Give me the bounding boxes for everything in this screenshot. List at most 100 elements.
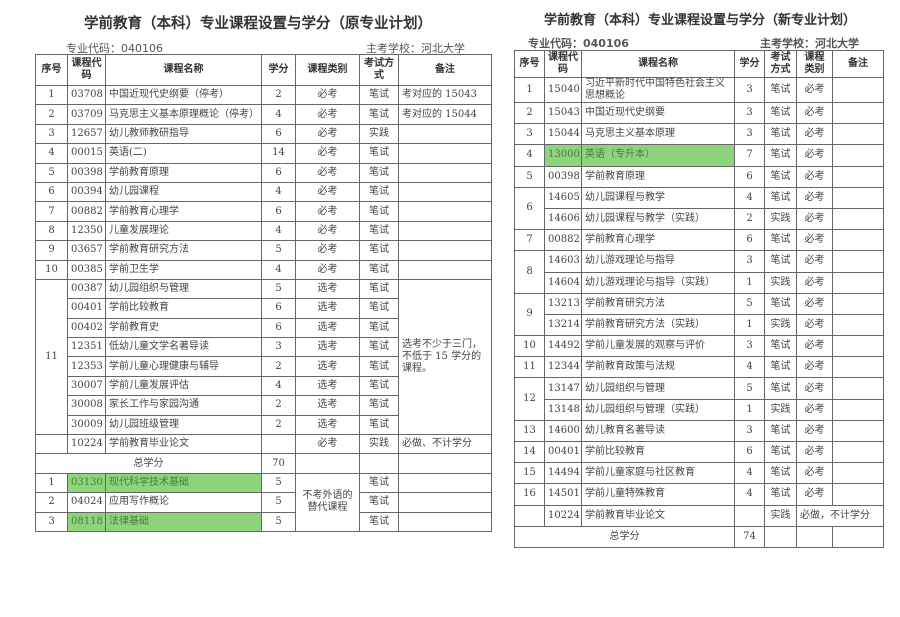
cell-code: 13000	[544, 144, 582, 167]
cell-name: 幼儿游戏理论与指导（实践）	[581, 271, 735, 294]
cell-exam: 笔试	[764, 186, 797, 209]
cell-exam: 实践	[359, 434, 399, 455]
cell-credit: 6	[261, 201, 296, 222]
cell-exam: 笔试	[359, 414, 399, 436]
right-title: 学前教育（本科）专业课程设置与学分（新专业计划）	[544, 13, 857, 28]
cell-seq: 15	[514, 462, 545, 485]
cell-seq: 5	[514, 165, 545, 188]
cell-code: 03657	[67, 240, 106, 261]
cell-note	[398, 143, 492, 164]
cell-credit: 2	[261, 395, 296, 416]
cell-credit	[261, 434, 296, 455]
cell-note	[832, 207, 884, 231]
cell-seq: 2	[35, 104, 68, 125]
cell-credit: 4	[261, 181, 296, 203]
cell-note	[832, 77, 884, 103]
cell-type: 必考	[796, 398, 833, 421]
cell-note	[832, 165, 884, 188]
cell-note	[398, 472, 492, 494]
total-row: 总学分 70	[35, 453, 492, 474]
table-row: 10224 学前教育毕业论文 实践 必做，不计学分	[514, 504, 884, 527]
cell-note	[832, 419, 884, 443]
cell-note	[832, 356, 884, 379]
cell-exam: 笔试	[359, 220, 399, 242]
column-header-note: 备注	[398, 54, 492, 86]
cell-note	[398, 492, 492, 513]
column-header-name: 课程名称	[581, 50, 735, 78]
cell-type: 选考	[295, 356, 360, 377]
cell-seq: 11	[35, 278, 68, 436]
cell-type: 选考	[295, 298, 360, 319]
cell-seq: 10	[514, 335, 545, 358]
cell-exam: 笔试	[359, 259, 399, 280]
cell-code: 13213	[544, 292, 582, 315]
table-row: 13214 学前教育研究方法（实践） 1 实践 必考	[515, 313, 884, 337]
cell-code: 13214	[544, 313, 582, 337]
column-header-type: 课程类别	[295, 54, 360, 86]
column-header-seq: 序号	[35, 54, 68, 86]
cell-exam: 笔试	[359, 492, 399, 513]
column-header-note: 备注	[832, 50, 884, 78]
cell-credit: 5	[261, 472, 296, 494]
cell-code: 00394	[67, 181, 106, 203]
cell-note	[832, 144, 884, 167]
table-row: 13148 幼儿园组织与管理（实践） 1 实践 必考	[515, 398, 884, 421]
cell-note	[832, 186, 884, 209]
cell-credit: 4	[261, 259, 296, 280]
table-row: 15 14494 学前儿童家庭与社区教育 4 笔试 必考	[514, 462, 884, 485]
cell-type: 必考	[796, 229, 833, 252]
table-row: 2 15043 中国近现代史纲要 3 笔试 必考	[514, 101, 884, 125]
cell-note	[832, 525, 884, 548]
cell-code: 30008	[67, 395, 106, 416]
cell-credit: 2	[261, 414, 296, 436]
cell-code: 15044	[544, 123, 582, 146]
table-row: 2 03709 马克思主义基本原理概论（停考） 4 必考 笔试 考对应的 15044	[35, 104, 492, 125]
cell-code: 08118	[67, 511, 106, 532]
cell-name: 幼儿园组织与管理（实践）	[581, 398, 735, 421]
cell-type: 必考	[796, 335, 833, 358]
cell-seq: 3	[35, 511, 68, 532]
cell-credit: 4	[734, 462, 765, 485]
cell-exam: 笔试	[359, 181, 399, 203]
cell-credit: 6	[261, 317, 296, 339]
cell-code: 00402	[67, 317, 106, 339]
cell-note	[398, 162, 492, 183]
cell-type: 选考	[295, 337, 360, 358]
cell-exam: 笔试	[764, 377, 797, 400]
cell-exam: 笔试	[359, 201, 399, 222]
cell-credit: 3	[734, 123, 765, 146]
table-row: 12 13147 幼儿园组织与管理 5 笔试 必考	[514, 377, 884, 421]
cell-credit: 6	[734, 165, 765, 188]
cell-note	[832, 271, 884, 294]
cell-exam: 笔试	[359, 317, 399, 339]
cell-name: 学前儿童家庭与社区教育	[581, 462, 735, 485]
cell-code: 14492	[544, 335, 582, 358]
cell-credit: 5	[261, 240, 296, 261]
left-title: 学前教育（本科）专业课程设置与学分（原专业计划）	[84, 16, 432, 32]
column-header-exam: 考试方式	[359, 54, 399, 86]
cell-exam: 笔试	[359, 337, 399, 358]
cell-name: 幼儿教师教研指导	[105, 123, 262, 145]
cell-type: 必考	[796, 165, 833, 188]
cell-credit: 2	[261, 356, 296, 377]
cell-code: 00385	[67, 259, 106, 280]
cell-exam: 实践	[764, 207, 797, 231]
table-row: 30009 幼儿园班级管理 2 选考 笔试	[36, 414, 492, 436]
cell-name: 学前教育原理	[581, 165, 735, 188]
cell-code: 15040	[544, 77, 582, 103]
cell-credit: 6	[261, 162, 296, 183]
cell-type	[295, 453, 360, 474]
cell-exam: 笔试	[359, 511, 399, 532]
cell-credit: 4	[734, 483, 765, 506]
cell-exam: 笔试	[764, 292, 797, 315]
cell-type: 必考	[295, 143, 360, 164]
cell-exam: 笔试	[764, 440, 797, 464]
cell-type: 选考	[295, 375, 360, 397]
cell-seq: 7	[514, 229, 545, 252]
cell-code: 00398	[544, 165, 582, 188]
cell-seq: 1	[35, 84, 68, 106]
cell-name: 学前儿童特殊教育	[581, 483, 735, 506]
table-row: 14604 幼儿游戏理论与指导（实践） 1 实践 必考	[515, 271, 884, 294]
cell-exam: 笔试	[764, 144, 797, 167]
cell-credit: 5	[734, 377, 765, 400]
